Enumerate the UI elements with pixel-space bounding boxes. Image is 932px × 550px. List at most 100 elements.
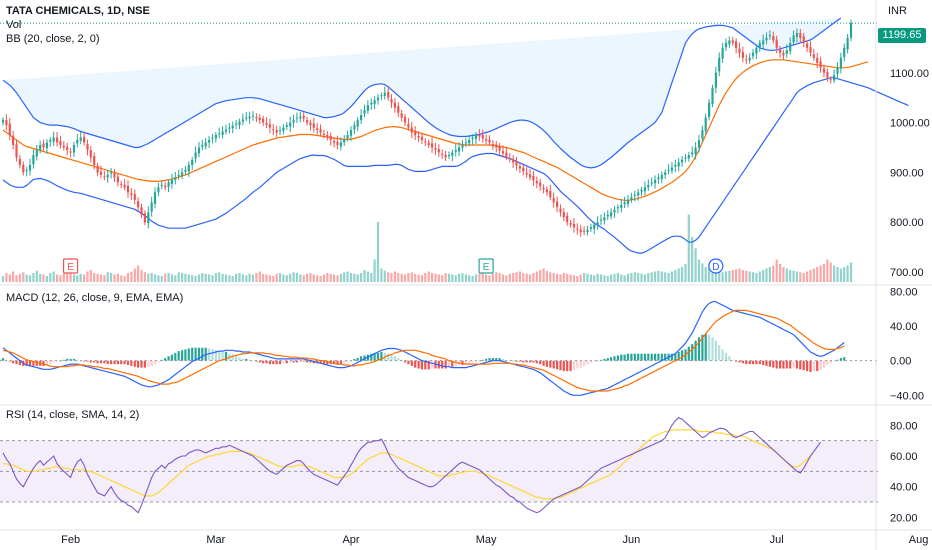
volume-bar bbox=[278, 273, 282, 282]
candle-body bbox=[22, 164, 25, 173]
candle-body bbox=[549, 190, 552, 198]
volume-bar bbox=[191, 275, 194, 283]
signal-line bbox=[2, 309, 845, 392]
macd-histogram-bar bbox=[593, 360, 596, 362]
candle-body bbox=[599, 219, 603, 221]
candle-body bbox=[32, 155, 35, 165]
volume-bar bbox=[819, 265, 822, 282]
candle-body bbox=[501, 151, 505, 154]
candle-body bbox=[116, 176, 119, 183]
candle-body bbox=[670, 167, 673, 171]
macd-histogram-bar bbox=[431, 360, 434, 369]
candle-body bbox=[167, 182, 170, 187]
candle-body bbox=[153, 192, 157, 204]
macd-histogram-bar bbox=[167, 356, 170, 361]
macd-histogram-bar bbox=[556, 360, 559, 370]
macd-histogram-bar bbox=[694, 340, 697, 361]
volume-bar bbox=[214, 273, 217, 282]
bb-upper-line bbox=[2, 17, 842, 169]
volume-bar bbox=[603, 275, 606, 283]
macd-histogram-bar bbox=[674, 353, 677, 361]
candle-body bbox=[441, 154, 444, 155]
candle-body bbox=[113, 173, 116, 178]
candle-body bbox=[498, 146, 501, 151]
volume-bar bbox=[289, 273, 292, 283]
candle-body bbox=[306, 120, 309, 123]
macd-histogram-bar bbox=[49, 360, 52, 365]
candle-body bbox=[556, 201, 559, 208]
macd-histogram-bar bbox=[18, 360, 21, 365]
volume-bar bbox=[782, 267, 785, 282]
volume-bar bbox=[363, 270, 366, 282]
volume-bar bbox=[758, 271, 761, 282]
candle-body bbox=[99, 171, 103, 175]
candle-body bbox=[49, 140, 52, 142]
macd-histogram-bar bbox=[285, 360, 288, 364]
macd-histogram-bar bbox=[197, 347, 201, 361]
volume-bar bbox=[316, 275, 319, 283]
candle-body bbox=[72, 145, 76, 153]
volume-bar bbox=[721, 272, 724, 283]
volume-bar bbox=[806, 271, 809, 282]
macd-histogram-bar bbox=[272, 360, 275, 365]
candle-body bbox=[532, 175, 535, 181]
volume-bar bbox=[809, 270, 812, 282]
macd-pane bbox=[0, 301, 878, 396]
volume-bar bbox=[211, 275, 214, 283]
volume-bar bbox=[380, 268, 383, 282]
candle-body bbox=[792, 35, 795, 43]
volume-bar bbox=[491, 273, 494, 283]
candle-body bbox=[704, 117, 707, 131]
macd-histogram-bar bbox=[86, 360, 89, 362]
macd-histogram-bar bbox=[397, 358, 400, 361]
x-tick-label: Aug bbox=[909, 534, 929, 546]
candle-body bbox=[745, 59, 748, 61]
volume-bar bbox=[397, 273, 400, 282]
candle-body bbox=[593, 224, 596, 229]
candle-body bbox=[535, 181, 538, 184]
volume-bar bbox=[789, 270, 792, 282]
volume-bar bbox=[208, 274, 211, 282]
candle-body bbox=[620, 204, 623, 208]
candle-body bbox=[637, 192, 640, 196]
macd-histogram-bar bbox=[174, 352, 177, 361]
volume-bar bbox=[414, 273, 417, 283]
macd-histogram-bar bbox=[110, 360, 113, 365]
macd-line bbox=[2, 301, 845, 396]
macd-histogram-bar bbox=[525, 360, 528, 363]
macd-histogram-bar bbox=[231, 354, 234, 361]
volume-bar bbox=[529, 274, 532, 282]
candle-body bbox=[559, 208, 562, 213]
candle-body bbox=[221, 131, 224, 135]
x-tick-label: Feb bbox=[61, 534, 80, 546]
macd-histogram-bar bbox=[248, 359, 251, 361]
volume-bar bbox=[724, 271, 728, 282]
macd-histogram-bar bbox=[336, 360, 339, 365]
volume-bar bbox=[677, 268, 680, 282]
macd-histogram-bar bbox=[76, 359, 79, 361]
volume-bar bbox=[630, 273, 633, 282]
macd-histogram-bar bbox=[444, 360, 447, 369]
volume-bar bbox=[768, 267, 771, 282]
macd-histogram-bar bbox=[677, 352, 680, 361]
candle-body bbox=[664, 172, 667, 175]
volume-bar bbox=[441, 275, 444, 283]
volume-bar bbox=[674, 270, 677, 282]
volume-bar bbox=[299, 274, 302, 282]
macd-histogram-bar bbox=[559, 360, 562, 371]
volume-bar bbox=[235, 273, 238, 283]
volume-bar bbox=[1, 276, 5, 282]
macd-histogram-bar bbox=[535, 360, 538, 364]
candle-body bbox=[12, 135, 15, 145]
symbol-title: TATA CHEMICALS, 1D, NSE bbox=[6, 5, 150, 17]
candle-body bbox=[806, 43, 809, 48]
macd-histogram-bar bbox=[643, 353, 646, 361]
volume-bar bbox=[204, 273, 207, 283]
candle-body bbox=[478, 135, 481, 137]
candle-body bbox=[843, 47, 846, 58]
volume-bar bbox=[741, 270, 744, 282]
volume-bar bbox=[714, 270, 717, 283]
volume-bar bbox=[843, 267, 846, 282]
